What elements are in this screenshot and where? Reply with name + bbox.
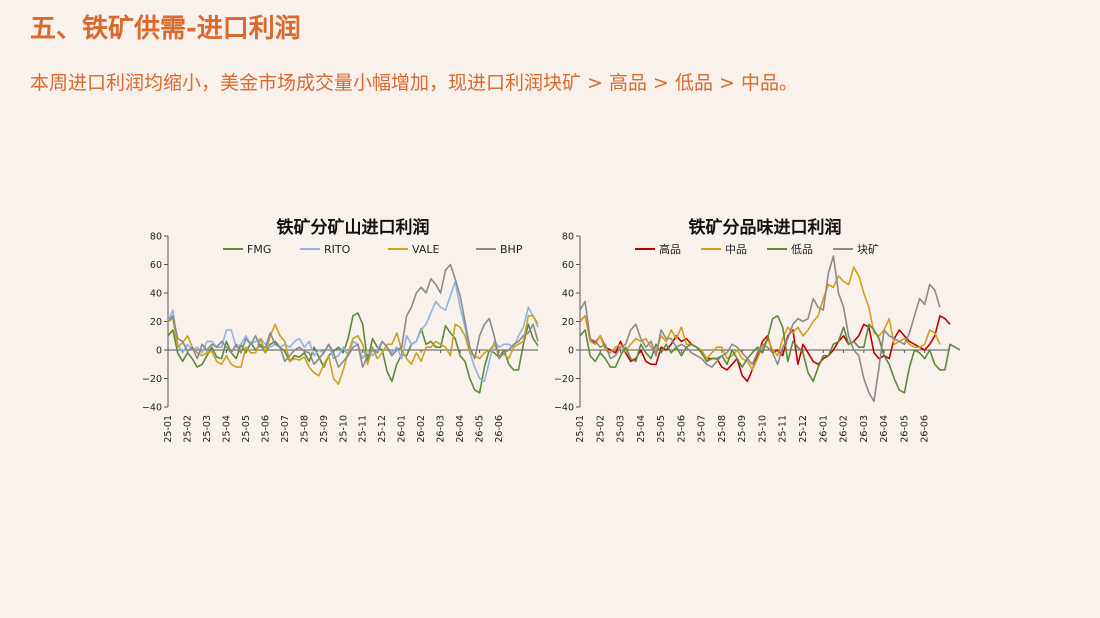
x-tick-label: 25-10 (338, 415, 349, 443)
y-tick-label: 20 (150, 317, 162, 328)
y-tick-label: 80 (562, 232, 574, 243)
chart-mine-import-profit: 铁矿分矿山进口利润 −40 −20 0 20 40 60 80 25-01 25-02 25-03 2… (142, 217, 539, 443)
x-tick-label: 26-01 (397, 415, 408, 443)
series-line (167, 263, 539, 368)
x-tick-label: 25-12 (377, 415, 388, 443)
x-tick-label: 25-03 (616, 415, 627, 443)
x-tick-label: 25-08 (299, 415, 310, 443)
series-line (167, 312, 539, 394)
x-tick-label: 26-03 (859, 415, 870, 443)
x-tick-label: 26-06 (494, 415, 505, 443)
x-tick-label: 25-11 (358, 415, 369, 443)
legend-label: 中品 (725, 243, 747, 256)
x-tick-label: 26-02 (416, 415, 427, 443)
x-tick-label: 26-05 (899, 415, 910, 443)
chart-title: 铁矿分矿山进口利润 (277, 217, 430, 238)
x-tick-label: 26-02 (839, 415, 850, 443)
x-tick-label: 25-02 (182, 415, 193, 443)
legend-label: VALE (412, 243, 439, 256)
x-tick-label: 25-12 (798, 415, 809, 443)
y-tick-label: 20 (562, 317, 574, 328)
x-tick-label: 25-06 (676, 415, 687, 443)
legend-label: 高品 (659, 242, 681, 256)
series-line (579, 255, 941, 403)
y-tick-label: −20 (554, 374, 574, 385)
x-tick-label: 25-06 (260, 415, 271, 443)
x-tick-label: 25-11 (778, 415, 789, 443)
series-line (579, 315, 960, 394)
series-line (167, 280, 539, 383)
legend-label: 低品 (791, 243, 813, 256)
y-tick-label: −40 (554, 403, 574, 414)
y-tick-label: 40 (562, 289, 574, 300)
slide-subtitle: 本周进口利润均缩小，美金市场成交量小幅增加，现进口利润块矿 > 高品 > 低品 … (30, 72, 798, 94)
x-tick-label: 26-04 (879, 415, 890, 443)
y-tick-label: 0 (156, 346, 162, 357)
y-tick-label: −40 (142, 403, 162, 414)
y-tick-label: −20 (142, 374, 162, 385)
x-tick-label: 25-05 (656, 415, 667, 443)
x-tick-label: 25-09 (737, 415, 748, 443)
y-tick-label: 60 (562, 260, 574, 271)
x-tick-label: 25-07 (280, 415, 291, 443)
x-tick-label: 25-10 (757, 415, 768, 443)
x-tick-label: 26-06 (920, 415, 931, 443)
legend-label: FMG (247, 243, 271, 256)
y-tick-label: 80 (150, 232, 162, 243)
x-tick-label: 26-05 (475, 415, 486, 443)
x-tick-label: 26-01 (818, 415, 829, 443)
legend-label: RITO (324, 243, 351, 256)
series-line (579, 266, 941, 371)
x-tick-label: 25-01 (575, 415, 586, 443)
chart-title: 铁矿分品味进口利润 (689, 217, 842, 238)
series-line (579, 315, 951, 383)
y-tick-label: 60 (150, 260, 162, 271)
x-tick-label: 25-09 (319, 415, 330, 443)
y-tick-label: 40 (150, 289, 162, 300)
x-tick-label: 25-05 (241, 415, 252, 443)
legend-label: BHP (500, 243, 523, 256)
x-tick-label: 25-04 (636, 415, 647, 443)
x-tick-label: 26-04 (455, 415, 466, 443)
x-tick-label: 25-03 (202, 415, 213, 443)
x-tick-label: 25-08 (717, 415, 728, 443)
series-line (167, 315, 539, 385)
x-tick-label: 25-07 (697, 415, 708, 443)
chart-grade-import-profit: 铁矿分品味进口利润 −40 −20 0 20 40 60 80 25-01 25-02 25-03 2… (554, 217, 960, 443)
x-tick-label: 25-02 (595, 415, 606, 443)
x-tick-label: 25-04 (221, 415, 232, 443)
x-tick-label: 26-03 (436, 415, 447, 443)
y-tick-label: 0 (568, 346, 574, 357)
slide-title: 五、铁矿供需-进口利润 (30, 14, 301, 44)
legend-label: 块矿 (857, 243, 879, 256)
x-tick-label: 25-01 (163, 415, 174, 443)
